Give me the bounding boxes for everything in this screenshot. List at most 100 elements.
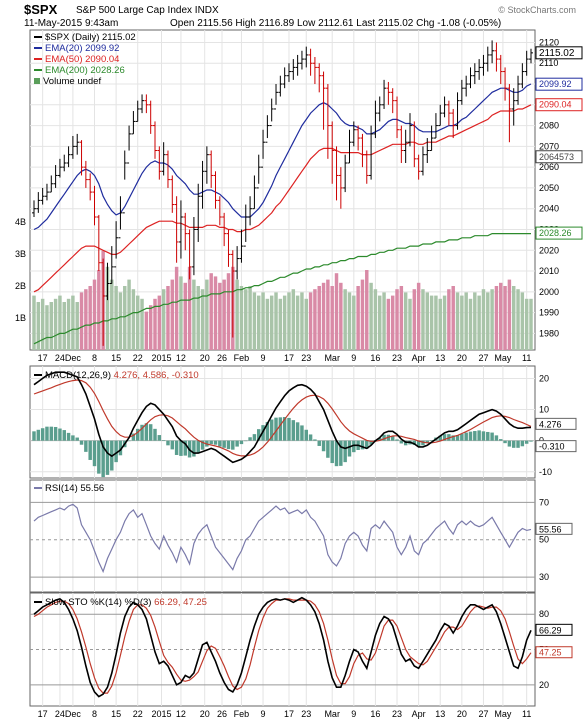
symbol-name: S&P 500 Large Cap Index INDX xyxy=(76,5,219,16)
volume-bar xyxy=(308,292,313,350)
volume-bar xyxy=(170,279,175,350)
x-tick-label-bottom: 9 xyxy=(351,709,356,719)
volume-bar xyxy=(161,289,166,350)
price-value-tag xyxy=(535,226,583,240)
macd-histogram-bar xyxy=(144,423,149,441)
x-tick-label-bottom: 20 xyxy=(200,709,210,719)
volume-bar xyxy=(356,286,360,350)
ema20-line xyxy=(33,83,532,231)
x-tick-label-top: 2015 xyxy=(151,353,171,363)
macd-histogram-bar xyxy=(239,440,244,445)
macd-histogram-bar xyxy=(84,440,88,452)
volume-bar xyxy=(477,295,481,350)
macd-histogram-bar xyxy=(343,440,347,463)
x-tick-label-top: 24 xyxy=(55,353,65,363)
macd-histogram-bar xyxy=(153,428,157,441)
macd-histogram-bar xyxy=(429,440,434,441)
volume-bar xyxy=(365,270,369,350)
volume-bar xyxy=(287,292,291,350)
volume-bar xyxy=(235,279,239,350)
x-tick-label-bottom: 8 xyxy=(92,709,97,719)
volume-bar xyxy=(144,311,149,350)
macd-tick-label: 10 xyxy=(539,405,549,415)
volume-bar xyxy=(274,292,278,350)
volume-bar xyxy=(92,279,97,350)
macd-histogram-bar xyxy=(455,435,460,441)
x-tick-label-bottom: 17 xyxy=(284,709,294,719)
macd-histogram-bar xyxy=(226,440,231,450)
legend-price: $SPX (Daily) 2115.02 xyxy=(34,32,136,43)
volume-tick-label: 2B xyxy=(15,281,26,291)
volume-bar xyxy=(179,276,183,350)
macd-histogram-bar xyxy=(321,440,326,452)
x-tick-label-top: 13 xyxy=(435,353,445,363)
x-tick-label-top: 15 xyxy=(111,353,121,363)
macd-histogram-bar xyxy=(244,440,248,442)
volume-bar xyxy=(222,279,226,350)
price-tick-label: 2000 xyxy=(539,287,559,297)
legend-sto-label: Slow STO %K(14) %D(3) xyxy=(45,597,152,608)
legend-ema20-label: EMA(20) 2099.92 xyxy=(45,43,120,54)
volume-bar xyxy=(473,292,477,350)
macd-histogram-bar xyxy=(291,420,296,441)
volume-bar xyxy=(421,289,425,350)
volume-bar xyxy=(390,295,395,350)
x-tick-label-top: Mar xyxy=(324,353,340,363)
sto-value-tag xyxy=(535,623,573,636)
ema50-line xyxy=(33,104,532,293)
volume-bar xyxy=(460,295,464,350)
volume-bar xyxy=(53,298,58,350)
volume-bar xyxy=(66,298,71,350)
x-tick-label-top: 9 xyxy=(351,353,356,363)
x-tick-label-top: 23 xyxy=(392,353,402,363)
legend-ema200-label: EMA(200) 2028.26 xyxy=(45,65,125,76)
macd-histogram-bar xyxy=(365,440,369,449)
macd-histogram-bar xyxy=(416,440,421,447)
x-tick-label-bottom: Mar xyxy=(324,709,340,719)
macd-histogram-bar xyxy=(486,431,490,441)
legend-macd-values: 4.276, 4.586, -0.310 xyxy=(113,370,199,381)
volume-bar xyxy=(157,295,162,350)
macd-histogram-bar xyxy=(473,431,477,441)
volume-bar xyxy=(399,286,404,350)
x-tick-label-top: 26 xyxy=(217,353,227,363)
macd-histogram-bar xyxy=(213,440,218,445)
volume-bar xyxy=(326,279,330,350)
volume-bar xyxy=(369,282,373,350)
macd-histogram-bar xyxy=(511,440,516,448)
price-value-tag xyxy=(535,77,583,91)
macd-histogram-bar xyxy=(200,440,205,450)
macd-histogram-bar xyxy=(40,428,45,441)
volume-bar xyxy=(248,286,252,350)
x-tick-label-top: 16 xyxy=(370,353,380,363)
price-tick-label: 2010 xyxy=(539,266,559,276)
x-tick-label-top: Feb xyxy=(234,353,250,363)
volume-bar xyxy=(45,305,49,350)
price-tick-label: 2020 xyxy=(539,245,559,255)
macd-histogram-bar xyxy=(135,428,140,441)
x-tick-label-bottom: 22 xyxy=(133,709,143,719)
volume-tick-label: 4B xyxy=(15,217,26,227)
legend-rsi-label: RSI(14) 55.56 xyxy=(45,483,105,494)
macd-histogram-bar xyxy=(524,440,529,444)
price-tick-label: 2050 xyxy=(539,183,559,193)
volume-bar xyxy=(282,295,287,350)
volume-bar xyxy=(174,266,179,350)
macd-histogram-bar xyxy=(265,422,270,441)
x-tick-label-top: 11 xyxy=(522,353,531,363)
macd-histogram-bar xyxy=(231,440,235,450)
macd-histogram-bar xyxy=(507,440,512,447)
volume-bar xyxy=(148,305,153,350)
volume-bar xyxy=(378,295,382,350)
macd-histogram-bar xyxy=(300,425,304,441)
x-tick-label-bottom: 26 xyxy=(217,709,227,719)
macd-histogram-bar xyxy=(66,432,71,441)
macd-histogram-bar xyxy=(269,419,274,441)
x-tick-label-top: 27 xyxy=(478,353,488,363)
volume-bar xyxy=(257,295,261,350)
macd-histogram-bar xyxy=(308,434,313,441)
volume-bar xyxy=(252,292,257,350)
macd-tick-label: 20 xyxy=(539,373,549,383)
macd-histogram-bar xyxy=(330,440,334,464)
macd-histogram-bar xyxy=(53,426,58,441)
